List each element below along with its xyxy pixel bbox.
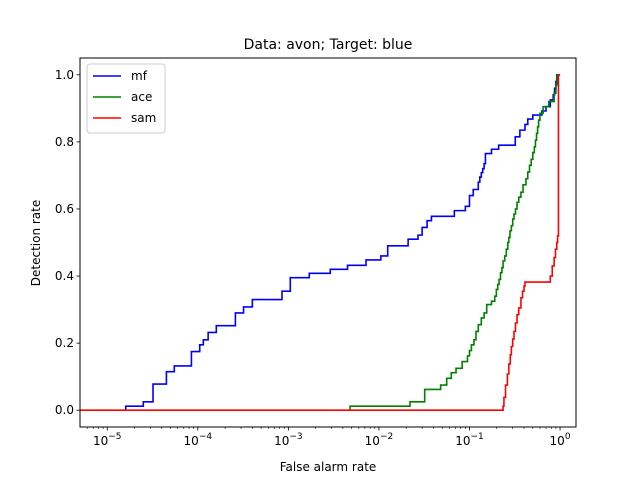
series-layer — [80, 73, 561, 412]
x-tick-label: 10−2 — [365, 432, 394, 448]
y-axis: 0.0 0.2 0.4 0.6 0.8 1.0 — [55, 68, 80, 417]
legend-label-ace: ace — [131, 90, 152, 104]
y-tick-label: 0.2 — [55, 336, 74, 350]
y-tick-label: 0.8 — [55, 135, 74, 149]
legend: mf ace sam — [86, 63, 166, 134]
y-tick-label: 1.0 — [55, 68, 74, 82]
x-axis-label: False alarm rate — [280, 460, 377, 474]
x-tick-label: 10−1 — [455, 432, 484, 448]
y-tick-label: 0.0 — [55, 403, 74, 417]
series-line-mf — [124, 73, 561, 411]
x-tick-label: 10−4 — [184, 432, 213, 448]
legend-label-mf: mf — [131, 69, 148, 83]
x-tick-label: 10−5 — [93, 432, 122, 448]
legend-label-sam: sam — [131, 111, 156, 125]
y-tick-label: 0.4 — [55, 269, 74, 283]
chart-title: Data: avon; Target: blue — [244, 37, 413, 53]
x-axis: 10−5 10−4 10−3 10−2 10−1 100 — [86, 427, 571, 448]
y-tick-label: 0.6 — [55, 202, 74, 216]
series-line-ace — [349, 73, 561, 411]
y-axis-label: Detection rate — [29, 200, 43, 286]
plot-area — [79, 57, 577, 428]
axes-frame — [79, 57, 577, 428]
legend-box — [86, 63, 166, 134]
x-tick-label: 10−3 — [274, 432, 303, 448]
series-line-sam — [80, 73, 561, 412]
x-tick-label: 100 — [550, 432, 571, 448]
